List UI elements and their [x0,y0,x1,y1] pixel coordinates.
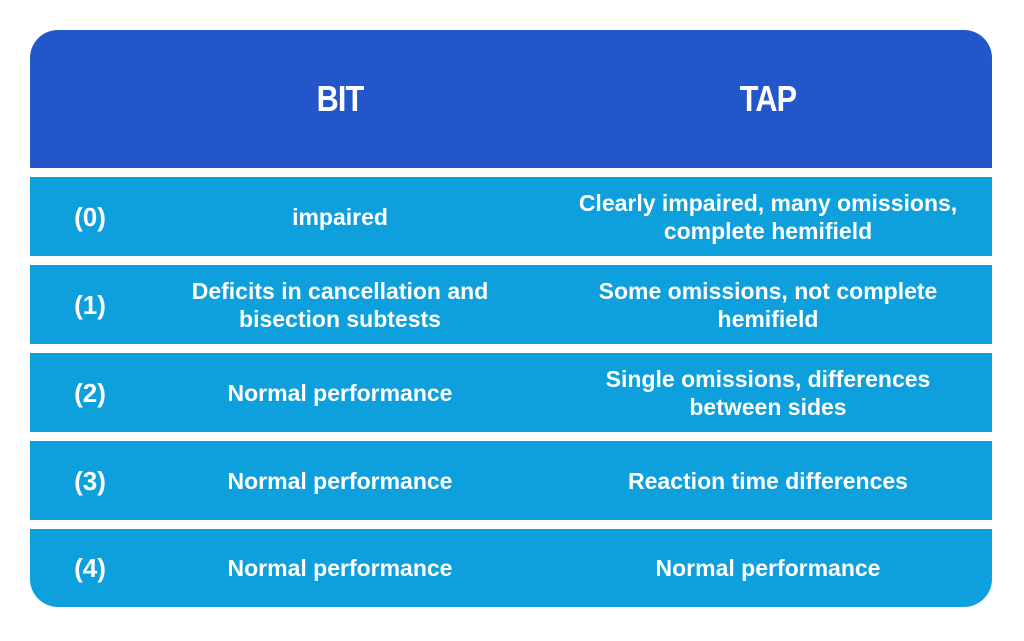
tap-cell: Single omissions, differences between si… [605,365,931,420]
column-header: BIT [316,78,365,119]
table: BIT TAP (0) impaired Clearly impaired, man… [30,30,992,607]
tap-cell: Normal performance [655,555,881,581]
table-row: (0) impaired Clearly impaired, many omissi… [30,177,992,256]
tap-cell: Clearly impaired, many omissions, comple… [578,189,958,244]
bit-cell: Normal performance [227,467,453,494]
table-row: (1) Deficits in cancellation and bisectio… [30,265,992,344]
table-header: BIT TAP [30,30,992,168]
tap-cell: Reaction time differences [628,467,908,494]
bit-cell: Deficits in cancellation and bisection s… [191,277,489,332]
row-label: (4) [74,553,106,583]
bit-cell: impaired [292,203,388,230]
bit-cell: Normal performance [227,555,453,581]
table-row: (3) Normal performance Reaction time diffe… [30,441,992,520]
table-row: (2) Normal performance Single omissions, d… [30,353,992,432]
row-label: (3) [74,465,106,496]
column-header: TAP [739,78,797,119]
row-label: (2) [74,377,106,408]
row-label: (1) [74,289,106,320]
tap-cell: Some omissions, not complete hemifield [598,277,938,332]
row-label: (0) [74,201,106,232]
table-row: (4) Normal performance Normal performance [30,529,992,607]
bit-cell: Normal performance [227,379,453,406]
